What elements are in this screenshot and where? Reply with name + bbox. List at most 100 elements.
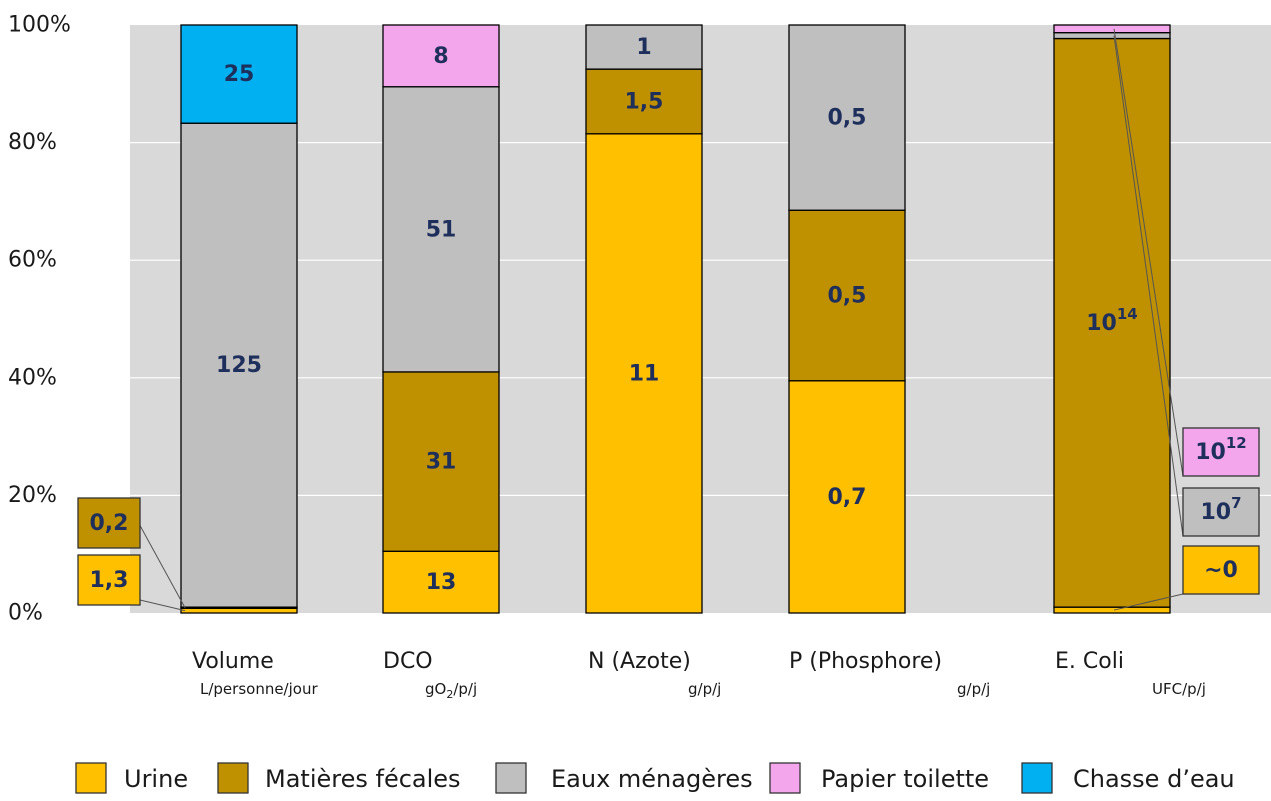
bar-segment	[788, 380, 906, 614]
category-label: Volume	[192, 649, 274, 674]
y-tick-label: 60%	[8, 248, 57, 273]
legend-item: Eaux ménagères	[495, 762, 753, 794]
segment-label-value: 8	[433, 43, 448, 68]
callout-box	[1182, 427, 1260, 477]
bar-segment	[1053, 24, 1171, 34]
category-unit: g/p/j	[688, 680, 721, 698]
unit-part: /p/j	[453, 680, 477, 698]
legend-item: Matières fécales	[217, 762, 461, 794]
segment-label-value: 0,5	[828, 105, 867, 130]
segment-label: 0,5	[828, 105, 867, 130]
bar-segment	[1053, 606, 1171, 614]
segment-label-value: 51	[426, 217, 457, 242]
legend-label: Chasse d’eau	[1073, 765, 1235, 793]
unit-part: gO	[425, 680, 446, 698]
bars: 125 25 13 31 51 8 11 1,5 1 0,7 0,5 0,5 1014	[180, 24, 1171, 614]
callout-label-value: 10	[1195, 440, 1226, 465]
segment-label: 1014	[1086, 305, 1138, 336]
bar-segment	[382, 371, 500, 552]
category-label: N (Azote)	[588, 649, 691, 674]
legend-label: Eaux ménagères	[551, 765, 753, 793]
segment-label: 11	[629, 361, 660, 386]
x-axis-categories: Volume L/personne/jour DCO gO2/p/j N (Azote)…	[192, 649, 1206, 701]
bar-segment	[180, 122, 298, 608]
segment-label: 31	[426, 449, 457, 474]
legend-item: Papier toilette	[769, 762, 989, 794]
y-tick-label: 40%	[8, 365, 57, 390]
callout-leader-line	[1113, 35, 1184, 537]
segment-label-value: 1	[636, 35, 651, 60]
bar-segment	[585, 68, 703, 135]
callout-label-exponent: 7	[1231, 494, 1241, 512]
bar-segment	[382, 24, 500, 88]
callout-leader-line	[1113, 593, 1184, 611]
legend-swatch	[217, 762, 249, 794]
legend-swatch	[75, 762, 107, 794]
legend-swatch	[769, 762, 801, 794]
bar-segment	[1053, 37, 1171, 608]
segment-label: 13	[426, 570, 457, 595]
segment-label-value: 11	[629, 361, 660, 386]
callout-label-value: 10	[1200, 500, 1231, 525]
category-unit: gO2/p/j	[425, 680, 477, 701]
callout-label: ~0	[1204, 558, 1238, 583]
y-tick-label: 0%	[8, 601, 43, 626]
segment-label: 51	[426, 217, 457, 242]
callout-leader-line	[139, 525, 186, 608]
legend-item: Chasse d’eau	[1021, 762, 1235, 794]
legend-swatch	[1021, 762, 1053, 794]
segment-label: 125	[216, 353, 262, 378]
unit-subscript: 2	[446, 688, 453, 701]
callout-box	[1182, 487, 1260, 537]
segment-label-value: 10	[1086, 310, 1117, 335]
legend-label: Papier toilette	[821, 765, 989, 793]
segment-label: 0,7	[828, 484, 867, 509]
bar-segment	[382, 86, 500, 373]
category-unit: g/p/j	[957, 680, 990, 698]
callout-label: 1012	[1195, 434, 1247, 465]
callout-box	[77, 554, 141, 606]
segment-label-value: 125	[216, 353, 262, 378]
y-axis-ticks: 0% 20% 40% 60% 80% 100%	[8, 13, 71, 626]
callout-leader-line	[139, 599, 186, 612]
legend-label: Urine	[124, 765, 188, 793]
callout-box	[1182, 545, 1260, 595]
callout-box	[77, 497, 141, 549]
category-unit: L/personne/jour	[200, 680, 318, 698]
legend-item: Urine	[75, 762, 188, 794]
segment-label: 1	[636, 35, 651, 60]
bar-segment	[180, 24, 298, 124]
y-tick-label: 100%	[8, 13, 71, 38]
category-unit: UFC/p/j	[1152, 680, 1206, 698]
category-label: E. Coli	[1055, 649, 1124, 674]
bar-segment	[1053, 31, 1171, 40]
y-tick-label: 20%	[8, 483, 57, 508]
legend-swatch	[495, 762, 527, 794]
callout-label-value: 1,3	[90, 568, 129, 593]
callout-label-exponent: 12	[1226, 434, 1247, 452]
segment-label: 0,5	[828, 283, 867, 308]
bar-segment	[180, 607, 298, 614]
callout-leader-line	[1113, 28, 1184, 477]
bar-segment	[585, 133, 703, 614]
bar-segment	[585, 24, 703, 70]
segment-label-value: 1,5	[625, 89, 664, 114]
category-label: P (Phosphore)	[789, 649, 942, 674]
segment-label-value: 13	[426, 570, 457, 595]
segment-label-value: 0,7	[828, 484, 867, 509]
segment-label-value: 31	[426, 449, 457, 474]
segment-label: 25	[224, 62, 255, 87]
callout-label-value: 0,2	[90, 511, 129, 536]
legend-label: Matières fécales	[265, 765, 461, 793]
segment-label-value: 25	[224, 62, 255, 87]
bar-segment	[788, 209, 906, 382]
y-tick-label: 80%	[8, 130, 57, 155]
callout-label: 0,2	[90, 511, 129, 536]
segment-label-value: 0,5	[828, 283, 867, 308]
callout-label: 1,3	[90, 568, 129, 593]
callout-label: 107	[1200, 494, 1241, 525]
legend: Urine Matières fécales Eaux ménagères Papie…	[75, 762, 1235, 794]
bar-segment	[788, 24, 906, 211]
